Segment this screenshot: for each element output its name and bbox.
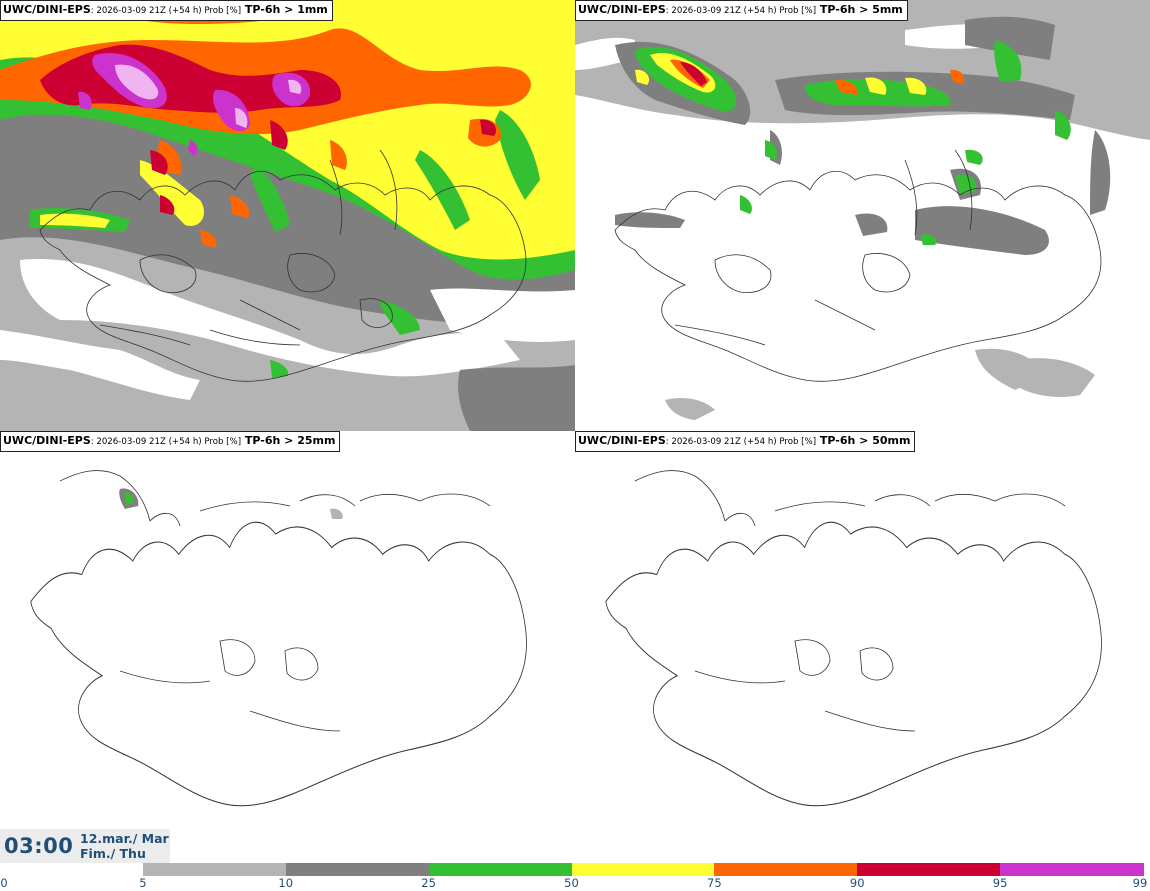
colorbar-tick-label: 95 <box>992 876 1008 890</box>
colorbar-tick-label: 90 <box>849 876 865 890</box>
colorbar-swatch <box>142 863 287 876</box>
model-name: UWC/DINI-EPS <box>3 434 91 447</box>
threshold-label: TP-6h > 5mm <box>816 3 903 16</box>
colorbar-swatch <box>1000 863 1144 876</box>
colorbar-tick-label: 75 <box>707 876 722 890</box>
model-name: UWC/DINI-EPS <box>578 434 666 447</box>
valid-date-line1: 12.mar./ Mar <box>80 831 169 846</box>
colorbar-swatch <box>428 863 572 876</box>
threshold-label: TP-6h > 1mm <box>241 3 328 16</box>
panel-title: UWC/DINI-EPS: 2026-03-09 21Z (+54 h) Pro… <box>575 0 908 21</box>
panel-title: UWC/DINI-EPS: 2026-03-09 21Z (+54 h) Pro… <box>0 0 333 21</box>
colorbar-tick-label: 25 <box>421 876 436 890</box>
valid-date: 12.mar./ Mar Fim./ Thu <box>80 831 169 861</box>
panel-title: UWC/DINI-EPS: 2026-03-09 21Z (+54 h) Pro… <box>575 431 916 452</box>
colorbar-swatch <box>714 863 858 876</box>
run-info: : 2026-03-09 21Z (+54 h) Prob [%] <box>90 6 242 16</box>
threshold-label: TP-6h > 50mm <box>816 434 911 447</box>
map-panel-25mm: UWC/DINI-EPS: 2026-03-09 21Z (+54 h) Pro… <box>0 431 575 862</box>
colorbar-swatch <box>857 863 1001 876</box>
valid-time: 03:00 <box>4 834 74 858</box>
run-info: : 2026-03-09 21Z (+54 h) Prob [%] <box>90 437 242 447</box>
probability-map-5mm <box>575 0 1150 431</box>
colorbar-swatch <box>285 863 430 876</box>
valid-time-box: 03:00 12.mar./ Mar Fim./ Thu <box>0 829 170 863</box>
probability-map-1mm <box>0 0 575 431</box>
colorbar-swatch <box>0 863 144 876</box>
colorbar-tick-label: 50 <box>564 876 579 890</box>
colorbar-tick-label: 10 <box>278 876 294 890</box>
colorbar-legend: 0 5 10 25 50 75 90 95 99 <box>0 863 1150 891</box>
map-panel-5mm: UWC/DINI-EPS: 2026-03-09 21Z (+54 h) Pro… <box>575 0 1150 431</box>
run-info: : 2026-03-09 21Z (+54 h) Prob [%] <box>665 6 817 16</box>
map-panel-1mm: UWC/DINI-EPS: 2026-03-09 21Z (+54 h) Pro… <box>0 0 575 431</box>
probability-map-50mm <box>575 431 1150 862</box>
colorbar-swatch <box>571 863 715 876</box>
colorbar-tick-label: 0 <box>0 876 8 890</box>
model-name: UWC/DINI-EPS <box>578 3 666 16</box>
colorbar-tick-label: 5 <box>139 876 147 890</box>
map-panel-50mm: UWC/DINI-EPS: 2026-03-09 21Z (+54 h) Pro… <box>575 431 1150 862</box>
colorbar-tick-label: 99 <box>1132 876 1148 890</box>
probability-map-25mm <box>0 431 575 862</box>
panel-title: UWC/DINI-EPS: 2026-03-09 21Z (+54 h) Pro… <box>0 431 341 452</box>
run-info: : 2026-03-09 21Z (+54 h) Prob [%] <box>665 437 817 447</box>
model-name: UWC/DINI-EPS <box>3 3 91 16</box>
valid-date-line2: Fim./ Thu <box>80 846 146 861</box>
threshold-label: TP-6h > 25mm <box>241 434 336 447</box>
